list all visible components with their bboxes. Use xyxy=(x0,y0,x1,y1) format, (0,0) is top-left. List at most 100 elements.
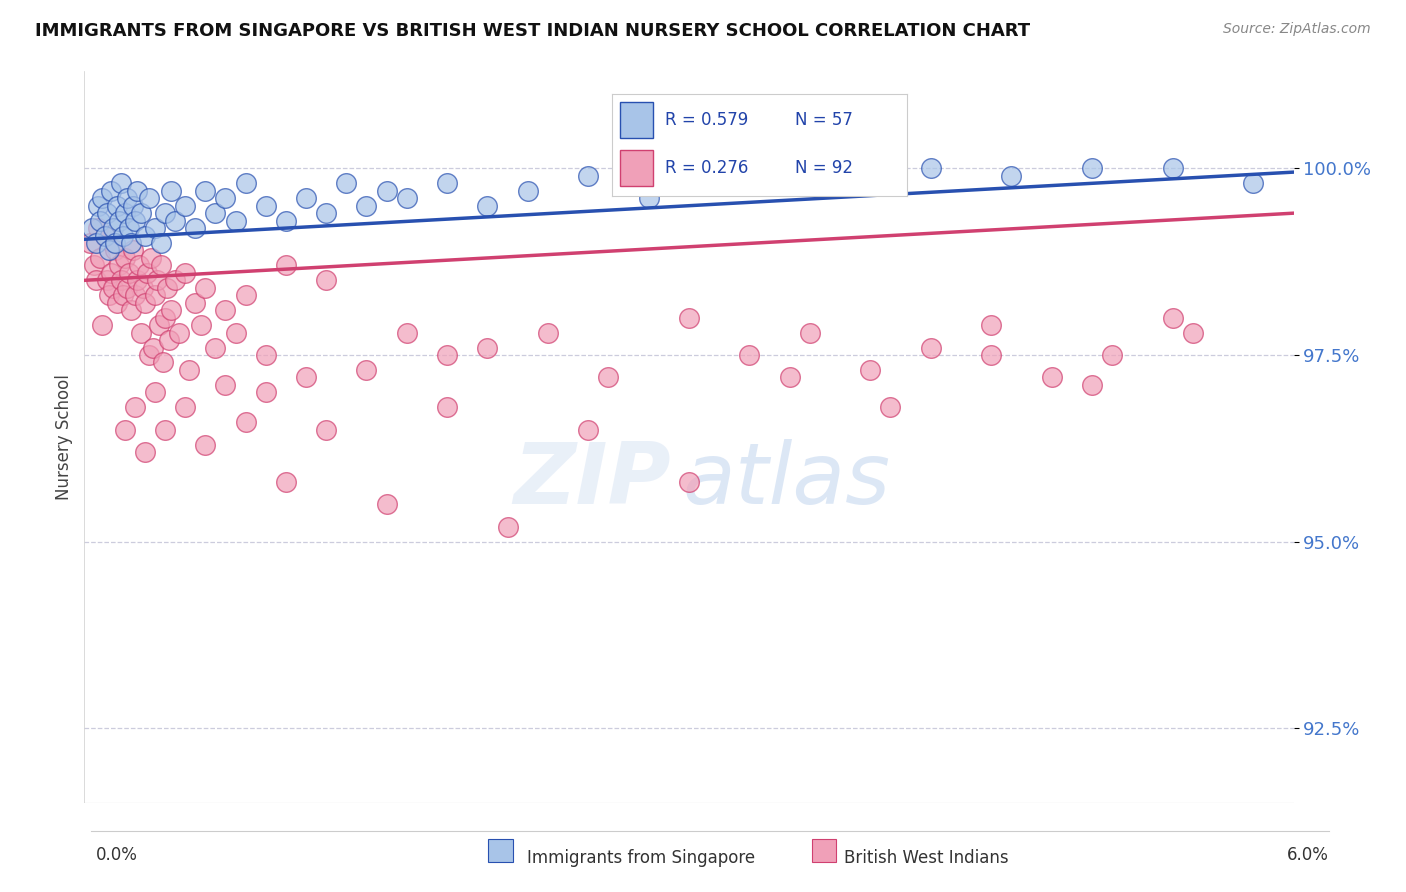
Point xyxy=(110,177,132,191)
Point xyxy=(214,303,236,318)
Point xyxy=(134,295,156,310)
Point xyxy=(477,199,499,213)
Point xyxy=(477,341,499,355)
Point xyxy=(225,213,247,227)
Point xyxy=(356,363,378,377)
Point xyxy=(576,423,599,437)
Point xyxy=(153,423,176,437)
Point xyxy=(153,310,176,325)
Point xyxy=(139,251,162,265)
Point xyxy=(1081,161,1104,176)
Point xyxy=(1181,326,1204,340)
Point xyxy=(107,259,129,273)
Point xyxy=(225,326,247,340)
Point xyxy=(79,235,101,250)
Point xyxy=(107,213,129,227)
Point xyxy=(143,288,166,302)
Point xyxy=(138,348,160,362)
Point xyxy=(598,370,620,384)
Point xyxy=(149,235,172,250)
Point xyxy=(436,401,458,415)
Point xyxy=(235,177,257,191)
Point xyxy=(160,303,183,318)
Point xyxy=(120,303,142,318)
Point xyxy=(436,177,458,191)
Point xyxy=(134,228,156,243)
Point xyxy=(111,288,134,302)
Point xyxy=(125,273,148,287)
Point xyxy=(254,199,277,213)
Point xyxy=(87,199,110,213)
Text: R = 0.579: R = 0.579 xyxy=(665,111,748,128)
Point xyxy=(980,348,1002,362)
Point xyxy=(96,273,118,287)
Point xyxy=(678,475,700,489)
Point xyxy=(97,244,120,258)
Point xyxy=(143,221,166,235)
Point xyxy=(115,281,138,295)
Point xyxy=(129,206,152,220)
Text: atlas: atlas xyxy=(683,440,891,523)
Point xyxy=(82,221,104,235)
Bar xyxy=(620,150,652,186)
Point xyxy=(637,191,659,205)
Point xyxy=(121,244,143,258)
Point xyxy=(254,385,277,400)
Point xyxy=(100,266,122,280)
Point xyxy=(214,191,236,205)
Point xyxy=(111,228,134,243)
Point xyxy=(97,288,120,302)
Point xyxy=(165,273,187,287)
Point xyxy=(1040,370,1063,384)
Point xyxy=(87,221,110,235)
Text: ZIP: ZIP xyxy=(513,440,671,523)
Point xyxy=(146,273,169,287)
Point xyxy=(96,206,118,220)
Point xyxy=(1101,348,1123,362)
Point xyxy=(89,251,111,265)
Bar xyxy=(811,838,837,863)
Point xyxy=(83,259,105,273)
Point xyxy=(235,415,257,429)
Point xyxy=(576,169,599,183)
Point xyxy=(153,206,176,220)
Point xyxy=(190,318,212,332)
Point xyxy=(315,423,337,437)
Point xyxy=(105,295,128,310)
Point xyxy=(859,363,882,377)
Point xyxy=(1161,310,1184,325)
Point xyxy=(678,310,700,325)
Point xyxy=(118,266,141,280)
Point xyxy=(101,281,124,295)
Point xyxy=(93,228,115,243)
Point xyxy=(335,177,357,191)
Point xyxy=(204,206,226,220)
Point xyxy=(254,348,277,362)
Point xyxy=(114,251,136,265)
Text: Source: ZipAtlas.com: Source: ZipAtlas.com xyxy=(1223,22,1371,37)
Point xyxy=(174,266,197,280)
Bar xyxy=(488,838,513,863)
Point xyxy=(1241,177,1264,191)
Point xyxy=(295,191,318,205)
Point xyxy=(1161,161,1184,176)
Point xyxy=(93,228,115,243)
Point xyxy=(128,259,150,273)
Point xyxy=(124,401,146,415)
Point xyxy=(395,191,418,205)
Point xyxy=(91,318,114,332)
Point xyxy=(110,273,132,287)
Point xyxy=(184,221,207,235)
Point xyxy=(104,244,127,258)
Point xyxy=(980,318,1002,332)
Point xyxy=(436,348,458,362)
Text: 6.0%: 6.0% xyxy=(1286,846,1329,863)
Text: R = 0.276: R = 0.276 xyxy=(665,159,748,177)
Point xyxy=(235,288,257,302)
Point xyxy=(799,326,821,340)
Point xyxy=(142,341,165,355)
Bar xyxy=(620,102,652,137)
Point xyxy=(86,273,108,287)
Point xyxy=(167,326,190,340)
Point xyxy=(537,326,560,340)
